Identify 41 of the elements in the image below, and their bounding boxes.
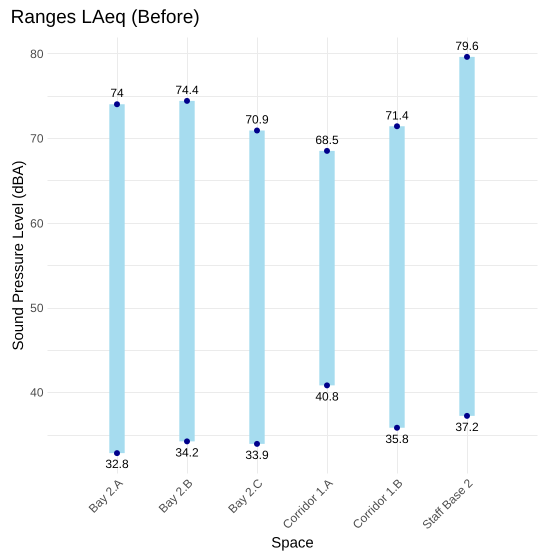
y-tick-label: 70 (30, 132, 44, 146)
data-label: 74.4 (175, 82, 199, 97)
x-tick-label: Bay 2.C (225, 476, 266, 516)
bar (389, 126, 405, 428)
bar (179, 100, 195, 442)
data-label: 74 (110, 86, 124, 100)
data-label: 32.8 (105, 457, 129, 472)
x-tick-label: Bay 2.B (156, 476, 196, 516)
y-tick-label: 60 (30, 216, 44, 230)
data-label: 33.9 (245, 448, 269, 462)
data-label: 71.4 (385, 108, 409, 122)
chart-title: Ranges LAeq (Before) (10, 7, 200, 28)
point (254, 128, 260, 134)
point (394, 424, 400, 431)
y-tick-label: 80 (30, 46, 44, 61)
point (394, 123, 400, 130)
bar (109, 104, 125, 454)
point (184, 438, 190, 444)
y-axis-title: Sound Pressure Level (dBA) (10, 160, 28, 351)
y-tick-label: 40 (30, 386, 44, 400)
point (324, 382, 330, 388)
bar (459, 56, 475, 416)
data-label: 70.9 (245, 112, 269, 126)
point (464, 54, 470, 60)
y-tick-label: 50 (30, 301, 44, 316)
data-label: 79.6 (455, 38, 479, 53)
data-label: 35.8 (385, 432, 409, 446)
point (464, 412, 470, 419)
data-label: 37.2 (455, 420, 479, 434)
point (324, 148, 330, 154)
bar (319, 150, 335, 386)
x-axis-title: Space (271, 534, 314, 552)
data-label: 34.2 (175, 445, 199, 460)
point (184, 98, 190, 104)
data-label: 68.5 (315, 132, 339, 147)
x-tick-label: Bay 2.A (86, 476, 126, 516)
bar (249, 130, 265, 444)
point (114, 450, 120, 456)
point (114, 101, 120, 108)
point (254, 440, 260, 447)
data-label: 40.8 (315, 389, 339, 404)
